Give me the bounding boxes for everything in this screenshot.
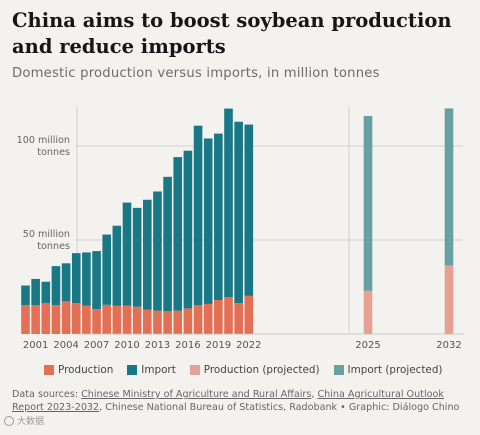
watermark-text: 大数据 [17,417,45,427]
weibo-icon [4,415,14,426]
bar-import-projected-2032 [444,108,454,266]
bar-import-2010 [122,202,132,306]
bar-import-projected-2025 [363,115,373,291]
bar-production-2016 [183,308,193,334]
source-link-outlook-report[interactable]: China Agricultural Outlook Report 2023-2… [12,389,444,413]
bar-production-2021 [234,303,243,334]
bar-production-2010 [122,305,132,334]
bar-import-2001 [31,278,40,306]
x-tick-label-2016: 2016 [175,340,200,351]
bar-production-2014 [163,311,172,334]
x-tick-label-2032: 2032 [436,340,461,351]
bar-import-2005 [71,253,81,304]
bar-import-2004 [61,263,71,302]
bar-import-2018 [203,138,213,304]
bar-import-2012 [143,199,152,310]
bar-import-2011 [132,207,142,307]
legend-swatch-import [127,365,138,375]
bar-import-2009 [112,225,122,306]
bar-import-2013 [153,191,162,311]
bar-production-2011 [132,306,142,334]
sources-prefix: Data sources: [12,389,82,400]
bar-production-projected-2025 [363,290,373,334]
bar-import-2007 [92,251,101,309]
bar-production-2006 [82,305,91,334]
data-sources-note: Data sources: Chinese Ministry of Agricu… [12,389,470,414]
legend-label-production-projected: Production (projected) [203,364,320,376]
bar-import-2014 [163,176,172,312]
y-tick-label-100: 100 million [17,135,70,146]
x-tick-label-2007: 2007 [84,340,109,351]
bar-import-2021 [234,121,243,304]
x-tick-label-2019: 2019 [206,340,231,351]
source-link-ministry[interactable]: Chinese Ministry of Agriculture and Rura… [81,389,312,400]
legend-item-production-projected: Production (projected) [189,364,320,376]
legend-swatch-import-projected [333,365,344,375]
y-tick-label-50-unit: tonnes [37,241,70,252]
sources-separator: , [311,389,318,400]
x-tick-label-2001: 2001 [23,340,48,351]
legend-label-import: Import [141,364,176,376]
bar-import-2006 [82,252,91,306]
bar-import-2019 [214,133,223,300]
bar-production-2013 [153,310,162,334]
bar-production-2020 [224,297,233,334]
bar-production-2009 [112,305,122,334]
bar-import-2002 [41,281,51,303]
chart-subtitle: Domestic production versus imports, in m… [12,66,380,81]
x-tick-label-2025: 2025 [355,340,380,351]
bar-import-2008 [102,234,111,305]
bar-import-2015 [173,157,183,311]
legend-swatch-production [44,365,54,375]
bar-import-2020 [224,108,233,298]
x-tick-label-2004: 2004 [53,340,78,351]
sources-rest: , Chinese National Bureau of Statistics,… [99,401,460,413]
bar-production-2005 [71,303,81,334]
y-tick-label-50: 50 million [23,229,70,240]
legend-label-production: Production [58,364,114,376]
legend-label-import-projected: Import (projected) [347,364,443,376]
chart-legend: Production Import Production (projected)… [44,364,456,376]
bar-import-2000 [21,285,30,306]
bar-production-2001 [31,305,40,334]
legend-item-production: Production [44,364,113,376]
bar-production-2008 [102,304,111,334]
bar-import-2016 [183,150,193,309]
bar-production-2015 [173,310,183,334]
watermark: 大数据 [4,414,44,427]
bar-production-2007 [92,308,101,334]
bar-production-2022 [244,295,254,334]
bar-production-2012 [143,309,152,334]
bar-production-2019 [214,299,223,334]
x-tick-label-2013: 2013 [145,340,170,351]
chart-title: China aims to boost soybean production a… [12,9,452,58]
bar-production-2004 [61,301,71,334]
bar-production-2000 [21,305,30,334]
y-tick-label-100-unit: tonnes [37,147,70,158]
bar-production-2003 [51,305,61,334]
bar-production-2017 [193,305,203,334]
bar-import-2017 [193,125,203,306]
x-tick-label-2010: 2010 [114,340,139,351]
legend-item-import-projected: Import (projected) [333,364,443,376]
bar-production-2002 [41,302,51,334]
legend-swatch-production-projected [189,365,200,375]
bar-production-2018 [203,303,213,334]
legend-item-import: Import [127,364,176,376]
bar-import-2003 [51,266,61,306]
bar-production-projected-2032 [444,265,454,334]
x-tick-label-2022: 2022 [236,340,261,351]
bar-import-2022 [244,124,254,296]
